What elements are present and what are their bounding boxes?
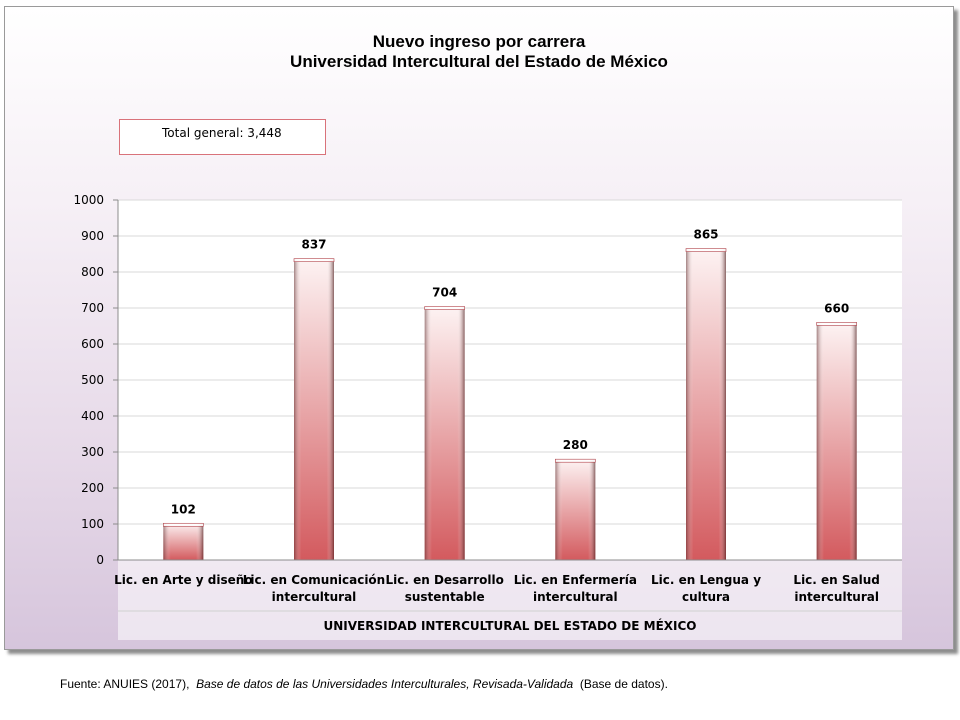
x-axis-title: UNIVERSIDAD INTERCULTURAL DEL ESTADO DE …: [324, 618, 697, 633]
bar-cap: [816, 322, 857, 326]
bar-shading: [555, 459, 596, 560]
chart-title-block: Nuevo ingreso por carrera Universidad In…: [5, 32, 953, 72]
bar-group: [816, 322, 857, 560]
y-tick-label: 900: [81, 229, 104, 243]
y-tick-label: 200: [81, 481, 104, 495]
data-label: 102: [171, 502, 196, 516]
data-label: 837: [301, 238, 326, 252]
y-tick-label: 100: [81, 517, 104, 531]
bar-group: [163, 522, 204, 560]
y-tick-label: 500: [81, 373, 104, 387]
x-tick-label: intercultural: [272, 590, 357, 604]
data-label: 660: [824, 301, 849, 315]
x-tick-label: Lic. en Salud: [793, 573, 879, 587]
x-tick-label: Lic. en Comunicación: [243, 573, 385, 587]
source-prefix: Fuente: ANUIES (2017),: [60, 677, 190, 691]
bar-group: [685, 248, 727, 560]
source-title: Base de datos de las Universidades Inter…: [196, 677, 574, 691]
source-note: Fuente: ANUIES (2017), Base de datos de …: [60, 677, 668, 691]
category-area: [118, 560, 902, 640]
bar-cap: [685, 248, 727, 252]
y-tick-label: 800: [81, 265, 104, 279]
y-tick-label: 0: [96, 553, 104, 567]
x-tick-label: cultura: [682, 590, 730, 604]
total-general-label: Total general: 3,448: [162, 126, 282, 140]
x-tick-label: Lic. en Desarrollo: [385, 573, 503, 587]
bar-shading: [294, 258, 334, 560]
x-tick-label: Lic. en Arte y diseño: [114, 573, 253, 587]
data-label: 704: [432, 286, 457, 300]
bar-group: [293, 258, 335, 560]
bar-group: [424, 306, 465, 560]
chart-title: Nuevo ingreso por carrera: [372, 32, 586, 51]
x-tick-label: intercultural: [533, 590, 618, 604]
bar-shading: [816, 322, 857, 560]
bar-cap: [424, 306, 465, 310]
x-tick-label: Lic. en Enfermería: [514, 573, 637, 587]
y-tick-label: 300: [81, 445, 104, 459]
bar-shading: [686, 248, 726, 560]
bar-cap: [163, 522, 204, 527]
x-tick-label: intercultural: [794, 590, 879, 604]
bar-cap: [555, 458, 596, 463]
data-label: 280: [563, 438, 588, 452]
y-tick-label: 400: [81, 409, 104, 423]
bar-group: [555, 458, 596, 560]
chart-subtitle: Universidad Intercultural del Estado de …: [290, 52, 668, 71]
x-tick-label: Lic. en Lengua y: [651, 573, 761, 587]
bar-shading: [424, 306, 465, 560]
y-tick-label: 600: [81, 337, 104, 351]
y-tick-label: 700: [81, 301, 104, 315]
total-general-box: Total general: 3,448: [119, 119, 326, 155]
data-label: 865: [693, 228, 718, 242]
bar-cap: [293, 258, 335, 262]
y-tick-label: 1000: [73, 193, 104, 207]
x-tick-label: sustentable: [405, 590, 485, 604]
source-suffix: (Base de datos).: [579, 677, 668, 691]
bar-shading: [163, 523, 204, 560]
